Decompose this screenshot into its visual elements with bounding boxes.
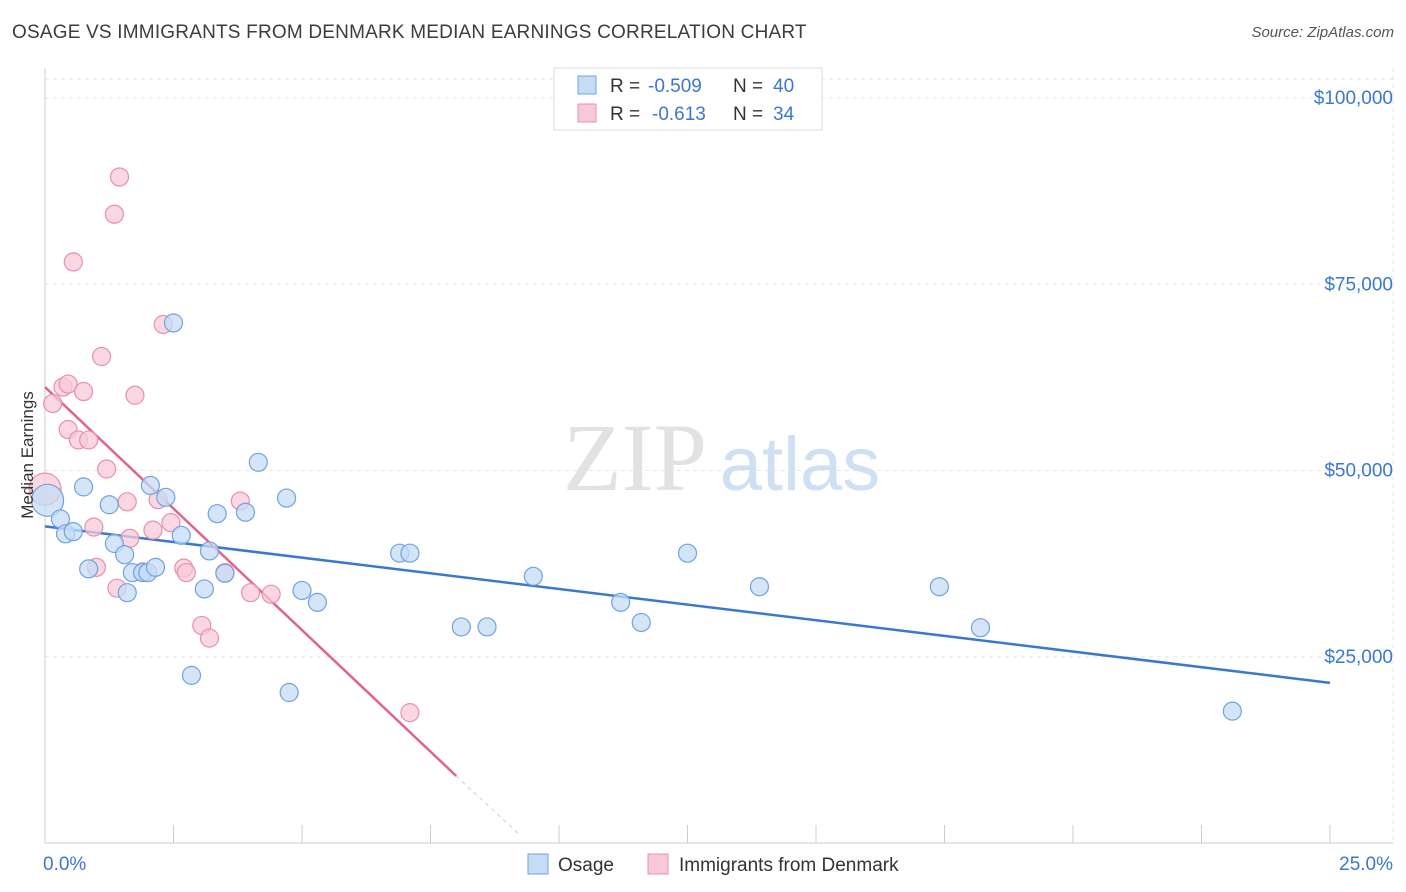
stats-row-osage: R = -0.509 N = 40 — [577, 75, 794, 97]
data-point — [79, 559, 99, 579]
data-point — [63, 521, 83, 542]
data-point — [97, 459, 117, 479]
data-point — [117, 492, 137, 512]
data-point — [307, 592, 328, 612]
data-point — [477, 617, 497, 637]
data-point — [241, 583, 261, 603]
legend-label-denmark: Immigrants from Denmark — [679, 855, 899, 876]
data-point — [199, 628, 220, 648]
data-point — [63, 252, 83, 272]
source-credit: Source: ZipAtlas.com — [1251, 24, 1394, 41]
data-point — [292, 580, 312, 601]
data-point — [400, 703, 420, 723]
y-tick-label: $50,000 — [1324, 461, 1393, 482]
data-point — [143, 520, 163, 540]
watermark-atlas: atlas — [720, 422, 881, 507]
data-point — [451, 617, 471, 637]
stats-n-value: 34 — [773, 104, 795, 125]
data-points — [28, 167, 1242, 723]
tick-labels: $25,000 $50,000 $75,000 $100,000 0.0% 25.0% — [43, 88, 1393, 875]
legend-swatch-denmark — [647, 853, 669, 875]
data-point — [104, 204, 124, 224]
data-point — [145, 557, 166, 577]
stats-n-label: N = — [733, 104, 763, 125]
data-point — [677, 543, 698, 563]
data-point — [194, 579, 214, 599]
data-point — [207, 504, 227, 524]
data-point — [749, 577, 770, 597]
trend-lines — [44, 386, 1331, 836]
data-point — [84, 517, 104, 537]
data-point — [276, 488, 297, 508]
data-point — [91, 346, 112, 367]
data-point — [171, 525, 191, 545]
trend-line-1 — [44, 386, 458, 777]
y-tick-label: $25,000 — [1324, 647, 1393, 668]
y-tick-label: $75,000 — [1324, 274, 1393, 295]
data-point — [163, 313, 184, 333]
stats-n-value: 40 — [773, 76, 794, 97]
data-point — [181, 665, 202, 685]
data-point — [1222, 701, 1242, 721]
data-point — [125, 385, 145, 405]
data-point — [261, 584, 281, 604]
data-point — [176, 562, 196, 583]
data-point — [99, 495, 119, 515]
watermark: ZIP atlas — [563, 404, 880, 511]
data-point — [161, 513, 181, 533]
data-point — [631, 612, 651, 633]
x-tick-label: 0.0% — [43, 854, 86, 875]
data-point — [400, 543, 420, 563]
stats-r-value: -0.509 — [648, 76, 702, 97]
data-point — [970, 618, 991, 638]
chart-title: OSAGE VS IMMIGRANTS FROM DENMARK MEDIAN … — [12, 22, 807, 43]
trend-line-0 — [44, 525, 1331, 685]
data-point — [73, 477, 94, 497]
legend-swatch-osage — [527, 853, 549, 875]
data-point — [109, 167, 130, 187]
data-point — [523, 566, 543, 586]
x-tick-label: 25.0% — [1339, 854, 1393, 875]
data-point — [248, 452, 268, 472]
watermark-zip: ZIP — [563, 404, 707, 511]
stats-swatch-osage — [577, 75, 597, 95]
stats-legend-box — [553, 67, 823, 131]
data-point — [279, 682, 299, 703]
data-point — [235, 502, 256, 522]
data-point — [79, 430, 99, 450]
data-point — [156, 487, 176, 507]
data-point — [115, 545, 135, 565]
axes — [44, 68, 1393, 844]
data-point — [43, 393, 63, 414]
data-point — [140, 475, 160, 495]
data-point — [117, 583, 137, 603]
stats-r-label: R = — [610, 104, 640, 125]
stats-r-label: R = — [610, 76, 640, 97]
stats-swatch-denmark — [577, 103, 597, 123]
data-point — [929, 577, 949, 597]
data-point — [199, 541, 220, 561]
y-axis-label: Median Earnings — [18, 391, 37, 519]
data-point — [30, 483, 65, 517]
stats-legend: R = -0.509 N = 40 R = -0.613 N = 34 — [553, 67, 823, 131]
data-point — [73, 381, 94, 402]
series-legend: Osage Immigrants from Denmark — [527, 853, 899, 876]
y-tick-label: $100,000 — [1314, 88, 1393, 109]
data-point — [58, 374, 78, 394]
stats-row-denmark: R = -0.613 N = 34 — [577, 103, 795, 125]
data-point — [611, 592, 631, 612]
stats-r-value: -0.613 — [652, 104, 706, 125]
trend-extension-1 — [455, 775, 521, 836]
stats-n-label: N = — [733, 76, 763, 97]
legend-label-osage: Osage — [558, 855, 614, 876]
data-point — [215, 563, 235, 583]
